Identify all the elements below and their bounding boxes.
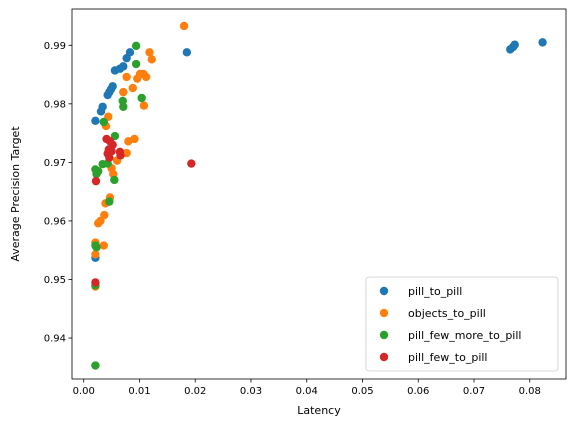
data-point-pill_to_pill-13 — [182, 48, 192, 57]
legend-marker-pill_few_to_pill — [379, 352, 389, 362]
data-point-pill_few_more_to_pill-2 — [137, 93, 146, 103]
data-point-objects_to_pill-14 — [124, 137, 133, 146]
y-axis-label: Average Precision Target — [9, 126, 22, 262]
y-tick-label: 0.95 — [44, 275, 66, 286]
y-tick-label: 0.97 — [44, 158, 66, 169]
x-tick-label: 0.04 — [296, 386, 318, 397]
axes-frame — [71, 8, 567, 380]
y-tick-label: 0.96 — [44, 216, 66, 227]
data-point-pill_to_pill-17 — [538, 38, 547, 47]
legend-label-pill_few_to_pill: pill_few_to_pill — [408, 351, 487, 364]
data-point-objects_to_pill-9 — [119, 87, 128, 97]
data-point-objects_to_pill-1 — [145, 48, 154, 57]
data-point-pill_few_more_to_pill-8 — [98, 159, 107, 169]
data-point-pill_few_more_to_pill-4 — [119, 102, 128, 111]
data-point-pill_few_more_to_pill-12 — [110, 175, 119, 185]
x-tick-label: 0.02 — [184, 386, 206, 397]
y-tick-label: 0.98 — [44, 99, 66, 110]
data-point-pill_few_more_to_pill-15 — [92, 243, 101, 252]
data-point-objects_to_pill-23 — [94, 219, 103, 228]
data-point-pill_to_pill-7 — [108, 82, 117, 91]
legend: pill_to_pill objects_to_pill pill_few_more… — [365, 276, 559, 372]
data-point-pill_to_pill-12 — [125, 48, 135, 57]
x-tick-label: 0.00 — [73, 386, 95, 397]
data-point-pill_to_pill-10 — [119, 62, 128, 71]
y-tick-label: 0.94 — [44, 334, 66, 345]
x-axis-ticks: 0.00 0.01 0.02 0.03 0.04 0.05 0.06 0.07 0.08 — [73, 379, 541, 397]
data-point-pill_few_to_pill-9 — [187, 159, 196, 168]
legend-marker-pill_few_more_to_pill — [379, 330, 389, 340]
y-axis-ticks: 0.94 0.95 0.96 0.97 0.98 0.99 — [44, 41, 72, 345]
y-tick-label: 0.99 — [44, 41, 66, 52]
x-axis-label: Latency — [297, 404, 341, 417]
data-point-pill_few_more_to_pill-5 — [110, 131, 120, 141]
data-point-objects_to_pill-26 — [91, 250, 100, 259]
x-tick-label: 0.05 — [351, 386, 373, 397]
x-tick-label: 0.06 — [407, 386, 429, 397]
legend-label-objects_to_pill: objects_to_pill — [408, 307, 486, 320]
data-point-objects_to_pill-25 — [99, 241, 108, 250]
x-tick-label: 0.01 — [128, 386, 150, 397]
data-point-pill_few_to_pill-8 — [105, 153, 114, 162]
data-point-pill_to_pill-3 — [98, 102, 107, 111]
x-tick-label: 0.03 — [240, 386, 262, 397]
data-point-pill_few_more_to_pill-13 — [105, 197, 114, 206]
data-point-pill_few_more_to_pill-11 — [92, 169, 101, 179]
data-point-pill_to_pill-0 — [91, 116, 100, 126]
data-point-objects_to_pill-2 — [147, 55, 156, 64]
data-point-objects_to_pill-7 — [122, 72, 131, 82]
data-points — [91, 21, 547, 370]
data-point-pill_few_to_pill-10 — [91, 176, 101, 186]
data-point-pill_few_more_to_pill-6 — [99, 117, 108, 127]
data-point-pill_few_to_pill-7 — [116, 151, 125, 160]
x-tick-label: 0.07 — [463, 386, 485, 397]
legend-label-pill_to_pill: pill_to_pill — [408, 285, 462, 298]
data-point-objects_to_pill-8 — [128, 83, 137, 93]
legend-box — [365, 276, 559, 372]
data-point-objects_to_pill-0 — [179, 21, 189, 31]
data-point-pill_few_more_to_pill-1 — [131, 59, 141, 69]
legend-marker-pill_to_pill — [379, 286, 389, 296]
legend-marker-objects_to_pill — [379, 308, 389, 318]
data-point-objects_to_pill-6 — [135, 69, 145, 79]
data-point-pill_few_more_to_pill-17 — [91, 361, 100, 370]
data-point-objects_to_pill-10 — [139, 101, 149, 110]
x-tick-label: 0.08 — [519, 386, 541, 397]
data-point-pill_few_more_to_pill-0 — [131, 41, 141, 51]
data-point-pill_few_to_pill-11 — [91, 278, 100, 287]
data-point-pill_to_pill-16 — [510, 40, 519, 49]
legend-label-pill_few_more_to_pill: pill_few_more_to_pill — [408, 329, 521, 342]
